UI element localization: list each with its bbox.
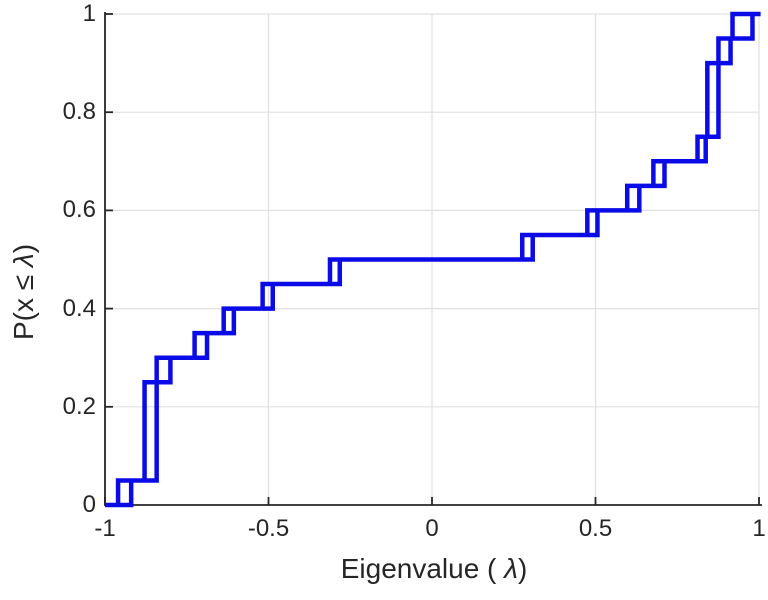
y-tick-label: 0 — [82, 491, 96, 518]
x-axis-label: Eigenvalue ( λ) — [341, 553, 528, 585]
y-axis-label: P(x ≤ λ) — [8, 244, 40, 340]
y-axis-label-suffix: ) — [8, 243, 39, 254]
y-tick-label: 0.6 — [62, 196, 96, 224]
lambda-symbol: λ — [504, 553, 518, 584]
x-tick-label: 1 — [752, 515, 766, 542]
y-tick-label: 0.4 — [62, 294, 96, 322]
x-axis-label-text: Eigenvalue ( — [340, 553, 505, 584]
ecdf-curve — [105, 11, 761, 508]
y-tick-label: 1 — [82, 0, 96, 27]
y-tick-label: 0.2 — [62, 392, 96, 420]
x-tick-label: 0 — [425, 515, 439, 542]
x-tick-label: -1 — [94, 515, 116, 542]
x-tick-label: -0.5 — [247, 515, 290, 542]
x-axis-label-suffix: ) — [517, 553, 528, 584]
y-tick-label: 0.8 — [62, 98, 96, 126]
lambda-symbol: λ — [8, 253, 39, 268]
y-axis-label-text: P(x ≤ — [8, 267, 39, 341]
x-tick-label: 0.5 — [578, 515, 613, 542]
